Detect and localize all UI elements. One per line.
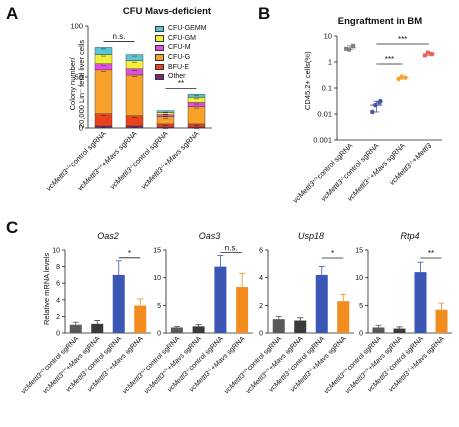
- chart-c-sig-label: n.s.: [225, 244, 238, 253]
- chart-c-bar: [272, 319, 285, 333]
- chart-c-ytick-label: 8: [56, 264, 60, 271]
- chart-c-bar: [414, 272, 427, 333]
- chart-c-bar: [294, 320, 307, 333]
- chart-a-legend-swatch: [155, 54, 164, 61]
- chart-b-point: [429, 52, 434, 57]
- chart-a-ytick-label: 50: [75, 73, 83, 82]
- chart-a-legend-item: CFU-GEMM: [155, 24, 207, 34]
- chart-a-legend-item: CFU-G: [155, 53, 207, 63]
- chart-a-legend: CFU-GEMM CFU-GM CFU-M CFU-G BFU-E Other: [155, 24, 207, 82]
- chart-b-sig-label: ***: [385, 55, 394, 64]
- chart-a-ytick-label: 100: [70, 22, 83, 31]
- chart-a-legend-label: CFU-GM: [168, 34, 196, 42]
- chart-a-title: CFU Mavs-deficient: [122, 6, 212, 17]
- chart-a-legend-swatch: [155, 25, 164, 33]
- chart-c-ytick-label: 5: [157, 303, 161, 310]
- chart-a-legend-swatch: [155, 63, 164, 71]
- chart-c-bar: [69, 324, 82, 333]
- chart-a-ytick-label: 0: [79, 124, 83, 133]
- chart-c-ytick-label: 4: [56, 297, 60, 304]
- panel-letter-b: B: [258, 4, 271, 23]
- chart-b-ytick-label: 1: [328, 58, 332, 67]
- chart-b-point: [351, 43, 356, 48]
- chart-c-sig-label: **: [428, 249, 434, 258]
- chart-b-ytick-label: 0.01: [317, 110, 332, 119]
- chart-b-point: [399, 73, 405, 79]
- chart-a-legend-swatch: [155, 73, 164, 81]
- chart-a-bar-segment: [94, 47, 113, 55]
- chart-c-bar: [435, 309, 448, 333]
- chart-c-ytick-label: 0: [56, 331, 60, 338]
- chart-c-subplot-title: Oas3: [199, 231, 221, 241]
- chart-c-sig-label: *: [128, 249, 131, 258]
- chart-c-bar: [315, 274, 328, 333]
- chart-c-bar: [236, 287, 249, 333]
- chart-b-point: [403, 75, 409, 81]
- chart-b-point: [344, 46, 349, 51]
- chart-b-point: [422, 53, 427, 58]
- chart-a-legend-swatch: [155, 44, 164, 52]
- chart-c-subplot-title: Oas2: [97, 231, 119, 241]
- chart-c-bar: [91, 323, 104, 333]
- chart-a-bar-segment: [156, 110, 175, 113]
- chart-a-legend-label: Other: [168, 73, 186, 81]
- chart-b-sig-label: ***: [398, 35, 407, 44]
- chart-a-legend-label: CFU-G: [168, 54, 191, 62]
- chart-a-legend-swatch: [155, 35, 164, 42]
- chart-b-point: [347, 47, 352, 52]
- chart-c-bar: [112, 274, 125, 333]
- chart-a-legend-label: CFU-M: [168, 44, 191, 52]
- chart-a-legend-label: CFU-GEMM: [168, 25, 207, 33]
- chart-a-legend-item: BFU-E: [155, 62, 207, 72]
- chart-c-bar: [214, 266, 227, 333]
- chart-c-bar: [337, 301, 350, 333]
- chart-b-point: [378, 98, 383, 104]
- chart-c-ytick-label: 0: [359, 331, 363, 338]
- chart-c-ytick-label: 2: [259, 303, 263, 310]
- chart-c-subplot-title: Usp18: [298, 231, 324, 241]
- chart-c-ytick-label: 10: [153, 275, 161, 282]
- chart-c-ytick-label: 0: [157, 331, 161, 338]
- chart-c-ytick-label: 2: [56, 314, 60, 321]
- chart-c-bar: [372, 327, 385, 333]
- chart-a-legend-label: BFU-E: [168, 63, 189, 71]
- chart-c-ytick-label: 6: [56, 281, 60, 288]
- chart-a-legend-item: CFU-M: [155, 43, 207, 53]
- chart-c-ytick-label: 0: [259, 331, 263, 338]
- chart-b-title: Engraftment in BM: [337, 16, 423, 27]
- panel-letter-a: A: [6, 4, 19, 23]
- chart-a-sig-label: n.s.: [113, 32, 126, 41]
- chart-c-ytick-label: 10: [355, 275, 363, 282]
- chart-c-bar: [170, 327, 183, 333]
- panel-letter-c: C: [6, 218, 19, 237]
- chart-a-legend-item: CFU-GM: [155, 34, 207, 44]
- chart-c-bar: [192, 326, 205, 333]
- chart-c-ytick-label: 6: [259, 248, 263, 255]
- chart-c-bar: [134, 305, 147, 333]
- chart-c-subplot-title: Rtp4: [400, 231, 419, 241]
- chart-c-bar: [393, 328, 406, 333]
- chart-c-ytick-label: 15: [355, 248, 363, 255]
- chart-c-sig-label: *: [331, 249, 334, 258]
- chart-a-sig-label: **: [178, 79, 184, 88]
- chart-b-point: [373, 102, 378, 108]
- chart-a-bar-segment: [125, 54, 144, 61]
- chart-c-ytick-label: 5: [359, 303, 363, 310]
- chart-c-ytick-label: 15: [153, 248, 161, 255]
- chart-b-point: [425, 50, 430, 55]
- chart-b-ytick-label: 0.001: [313, 136, 332, 145]
- chart-b-point: [370, 109, 375, 115]
- chart-a-legend-item: Other: [155, 72, 207, 82]
- chart-b-point: [396, 76, 402, 82]
- chart-c-ytick-label: 10: [52, 248, 60, 255]
- chart-b-ytick-label: 0.1: [322, 84, 332, 93]
- chart-c-ytick-label: 4: [259, 275, 263, 282]
- chart-b-ytick-label: 10: [324, 32, 332, 41]
